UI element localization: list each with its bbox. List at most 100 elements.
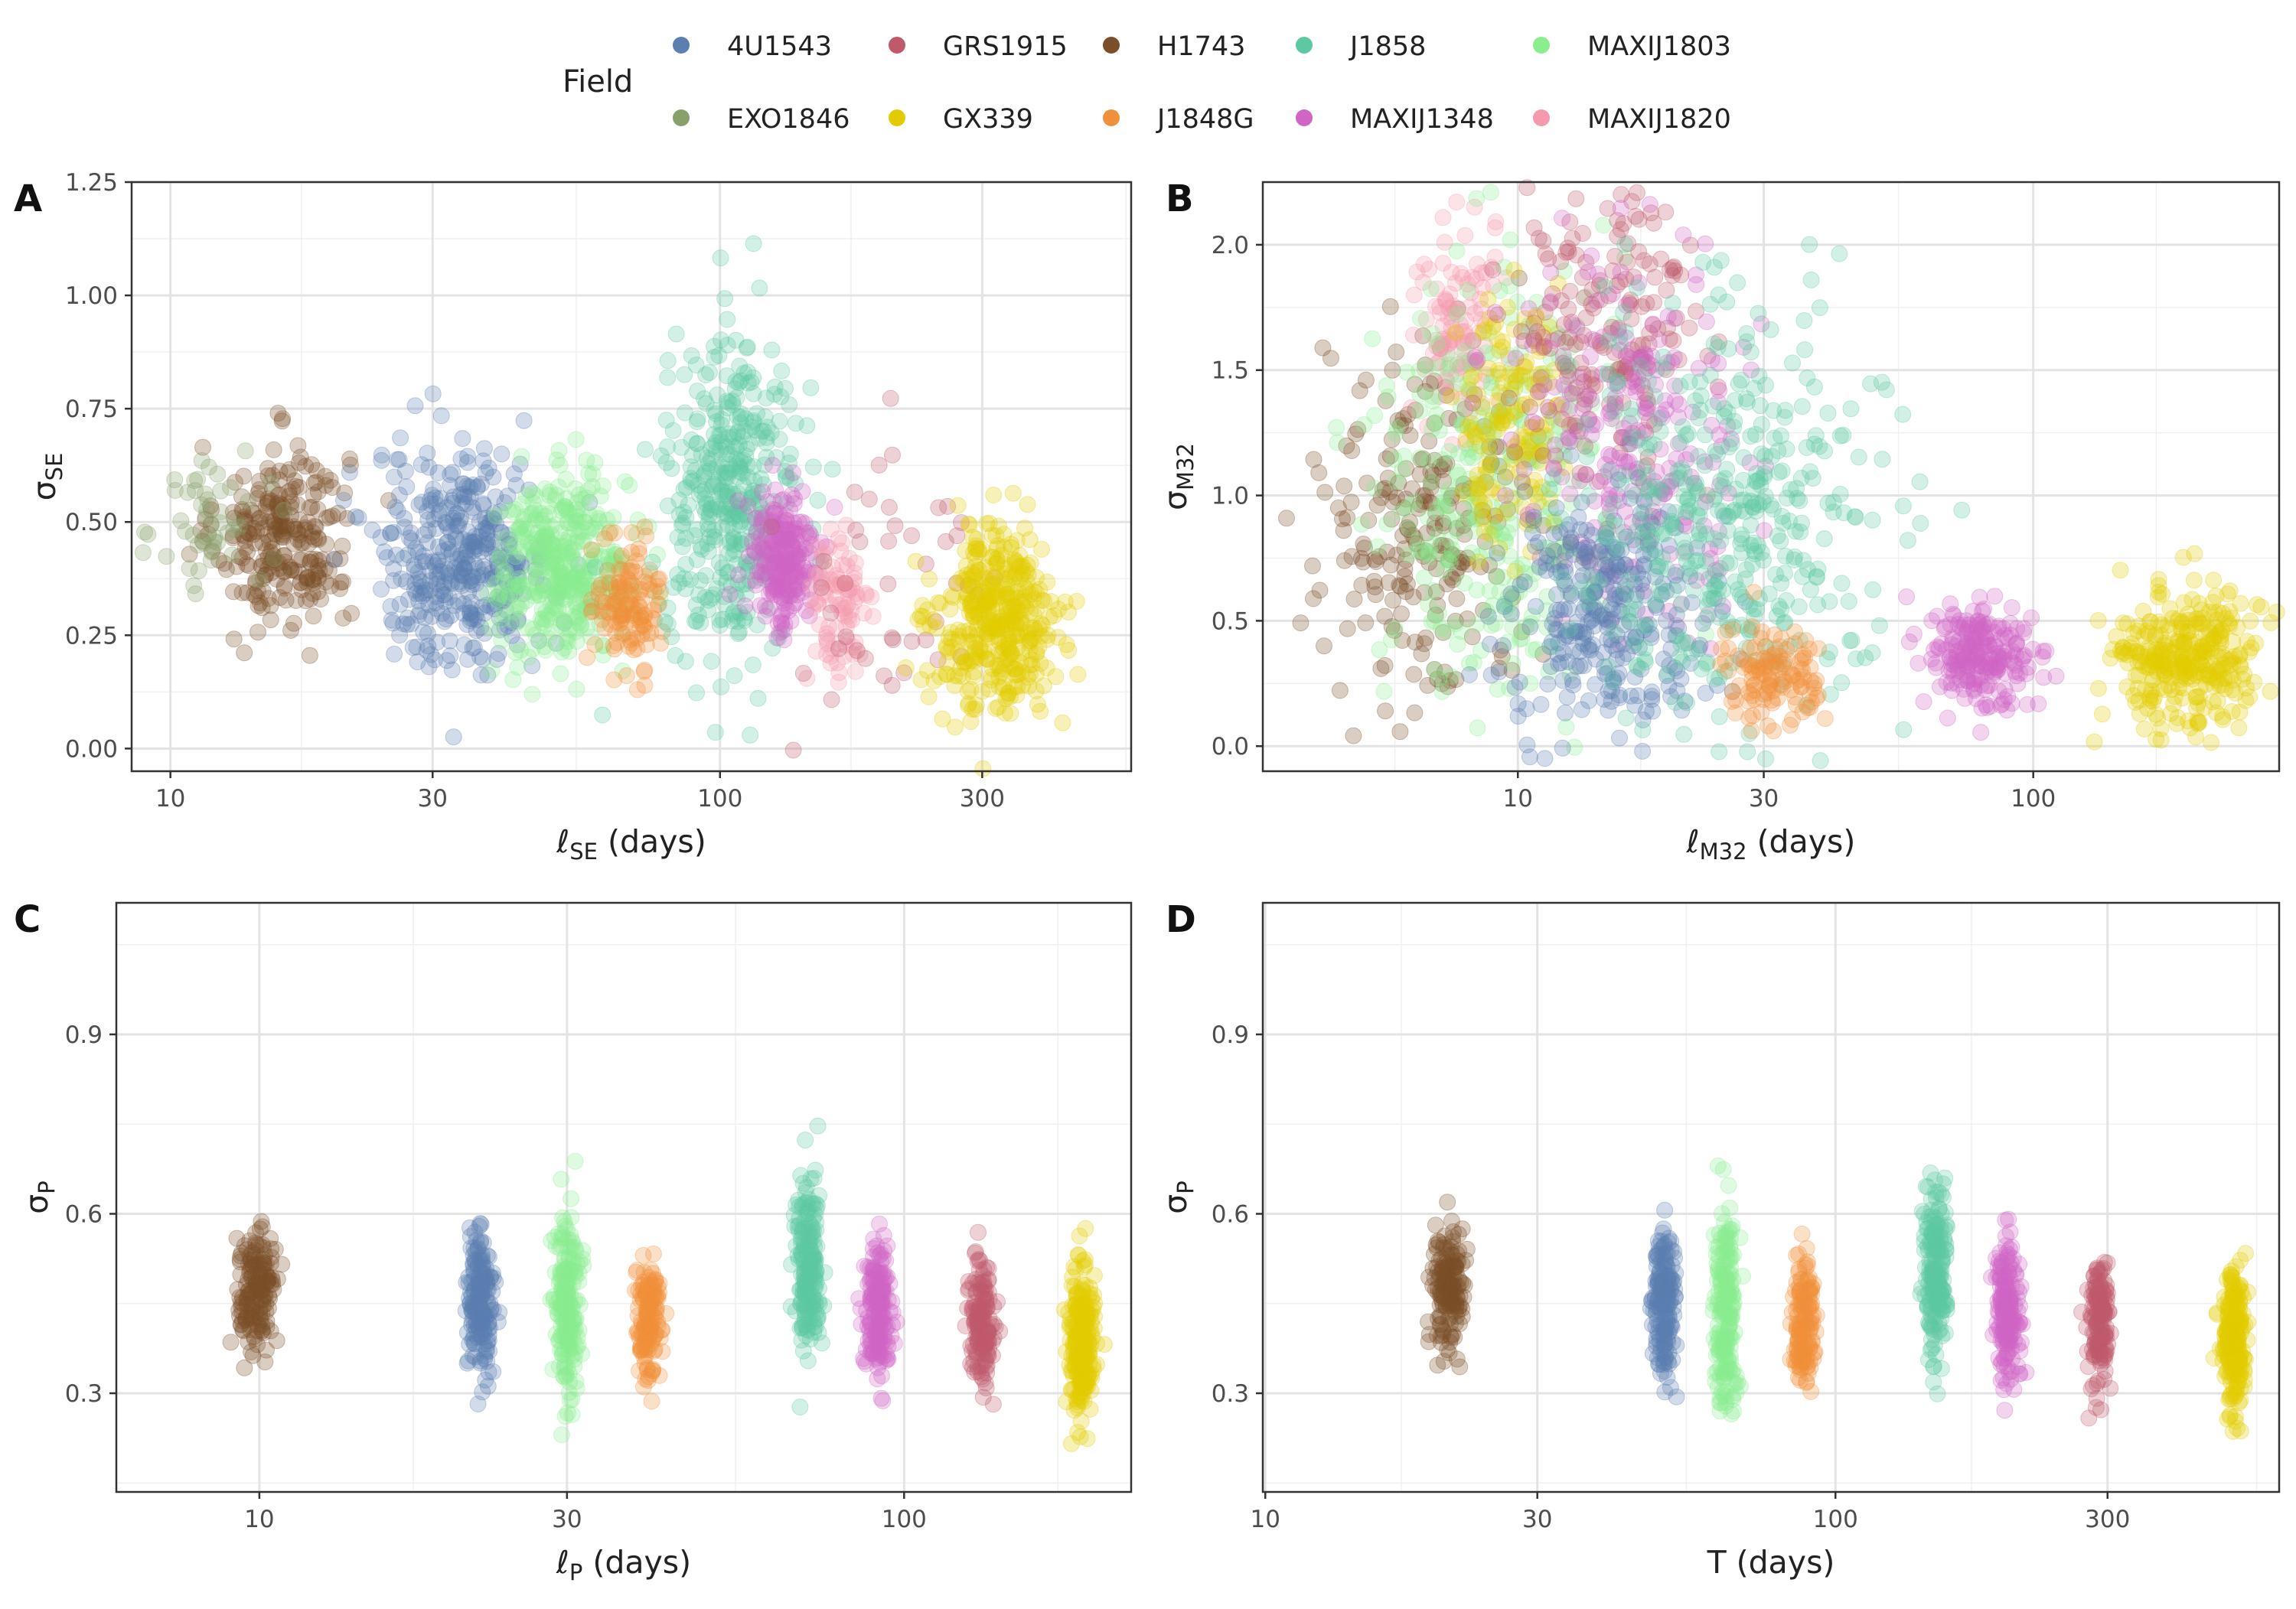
point-GRS1915 bbox=[814, 580, 830, 596]
point-J1858 bbox=[1579, 449, 1595, 465]
point-H1743 bbox=[294, 552, 310, 568]
point-MAXIJ1803 bbox=[1451, 445, 1467, 461]
point-H1743 bbox=[1369, 497, 1385, 513]
point-H1743 bbox=[1377, 657, 1393, 673]
point-MAXIJ1820 bbox=[1449, 194, 1465, 210]
point-J1858 bbox=[1623, 401, 1639, 417]
point-MAXIJ1803 bbox=[1421, 544, 1437, 560]
point-MAXIJ1803 bbox=[1525, 642, 1541, 658]
point-MAXIJ1803 bbox=[579, 452, 595, 468]
point-J1858 bbox=[1497, 596, 1513, 612]
point-J1858 bbox=[1674, 461, 1690, 477]
point-J1848G bbox=[1787, 636, 1803, 652]
point-H1743 bbox=[1312, 582, 1328, 598]
point-H1743 bbox=[1305, 558, 1321, 574]
point-MAXIJ1803 bbox=[1419, 358, 1435, 374]
point-MAXIJ1348 bbox=[2004, 600, 2020, 616]
point-GX339 bbox=[983, 576, 999, 592]
point-GRS1915 bbox=[816, 553, 832, 569]
point-J1858 bbox=[1802, 236, 1818, 252]
point-MAXIJ1348 bbox=[1966, 676, 1982, 692]
point-MAXIJ1803 bbox=[1449, 243, 1465, 259]
point-J1858 bbox=[1799, 370, 1815, 386]
point-J1858 bbox=[689, 685, 705, 701]
point-MAXIJ1803 bbox=[1412, 403, 1428, 419]
point-MAXIJ1803 bbox=[524, 686, 540, 702]
point-J1858 bbox=[1698, 553, 1714, 569]
point-GX339 bbox=[1481, 448, 1497, 464]
point-J1858 bbox=[1676, 726, 1692, 742]
point-MAXIJ1820 bbox=[1457, 227, 1473, 243]
legend-key-J1858 bbox=[1296, 37, 1313, 54]
point-GRS1915 bbox=[764, 519, 780, 535]
point-H1743 bbox=[1414, 646, 1430, 662]
point-MAXIJ1803 bbox=[605, 510, 621, 526]
point-J1858 bbox=[1895, 406, 1911, 422]
point-GRS1915 bbox=[1613, 222, 1629, 238]
point-J1858 bbox=[1874, 374, 1890, 390]
point-J1858 bbox=[1799, 562, 1815, 578]
point-MAXIJ1803 bbox=[540, 607, 556, 624]
point-MAXIJ1803 bbox=[569, 565, 585, 581]
point-J1858 bbox=[1596, 529, 1613, 545]
point-J1858 bbox=[1785, 355, 1801, 371]
point-4U1543 bbox=[425, 386, 441, 402]
point-H1743 bbox=[278, 592, 294, 608]
point-J1848G bbox=[602, 525, 618, 541]
point-J1858 bbox=[1808, 428, 1824, 444]
point-J1858 bbox=[713, 332, 729, 348]
x-tick-label: 100 bbox=[697, 785, 742, 813]
point-J1858 bbox=[660, 353, 676, 369]
point-MAXIJ1803 bbox=[1558, 719, 1574, 735]
point-4U1543 bbox=[1635, 743, 1651, 759]
point-4U1543 bbox=[1554, 740, 1570, 756]
point-J1858 bbox=[1715, 582, 1731, 598]
point-H1743 bbox=[1449, 591, 1465, 607]
point-MAXIJ1348 bbox=[1487, 305, 1503, 321]
point-J1858 bbox=[1633, 358, 1649, 374]
point-4U1543 bbox=[1612, 730, 1628, 746]
point-MAXIJ1348 bbox=[2048, 668, 2064, 684]
point-MAXIJ1803 bbox=[1489, 681, 1505, 697]
point-J1858 bbox=[1606, 496, 1622, 512]
point-MAXIJ1803 bbox=[542, 484, 558, 500]
point-MAXIJ1803 bbox=[1429, 407, 1445, 423]
point-J1858 bbox=[1753, 446, 1769, 462]
point-J1858 bbox=[1792, 493, 1808, 509]
point-J1858 bbox=[1600, 463, 1616, 479]
point-GRS1915 bbox=[1558, 244, 1574, 260]
point-J1858 bbox=[1691, 410, 1707, 426]
point-J1858 bbox=[670, 566, 686, 582]
point-MAXIJ1348 bbox=[1554, 411, 1570, 427]
point-GRS1915 bbox=[882, 390, 899, 406]
point-4U1543 bbox=[1531, 535, 1547, 551]
point-J1848G bbox=[637, 574, 653, 590]
point-MAXIJ1348 bbox=[1987, 588, 2003, 604]
point-MAXIJ1803 bbox=[505, 504, 521, 520]
point-MAXIJ1803 bbox=[553, 666, 569, 682]
point-J1848G bbox=[640, 626, 656, 642]
point-J1858 bbox=[1647, 389, 1663, 405]
point-J1858 bbox=[673, 439, 690, 455]
point-J1858 bbox=[1636, 459, 1652, 475]
point-4U1543 bbox=[1522, 619, 1538, 635]
point-J1848G bbox=[606, 672, 622, 688]
point-MAXIJ1348 bbox=[1498, 487, 1514, 503]
point-GX339 bbox=[921, 689, 937, 705]
point-GX339 bbox=[2166, 696, 2182, 712]
y-tick-label: 0.25 bbox=[65, 622, 118, 650]
point-H1743 bbox=[283, 622, 299, 638]
point-J1848G bbox=[1764, 695, 1780, 711]
point-4U1543 bbox=[1517, 484, 1533, 500]
point-MAXIJ1820 bbox=[834, 535, 850, 551]
point-MAXIJ1803 bbox=[558, 471, 574, 487]
point-MAXIJ1348 bbox=[1503, 432, 1519, 448]
point-MAXIJ1348 bbox=[1991, 657, 2007, 673]
point-J1858 bbox=[1738, 391, 1754, 407]
point-GX339 bbox=[2148, 627, 2164, 643]
point-MAXIJ1803 bbox=[1488, 568, 1504, 585]
point-4U1543 bbox=[494, 446, 510, 462]
point-H1743 bbox=[1306, 451, 1322, 467]
point-GX339 bbox=[1476, 322, 1492, 338]
point-J1858 bbox=[1642, 436, 1658, 452]
